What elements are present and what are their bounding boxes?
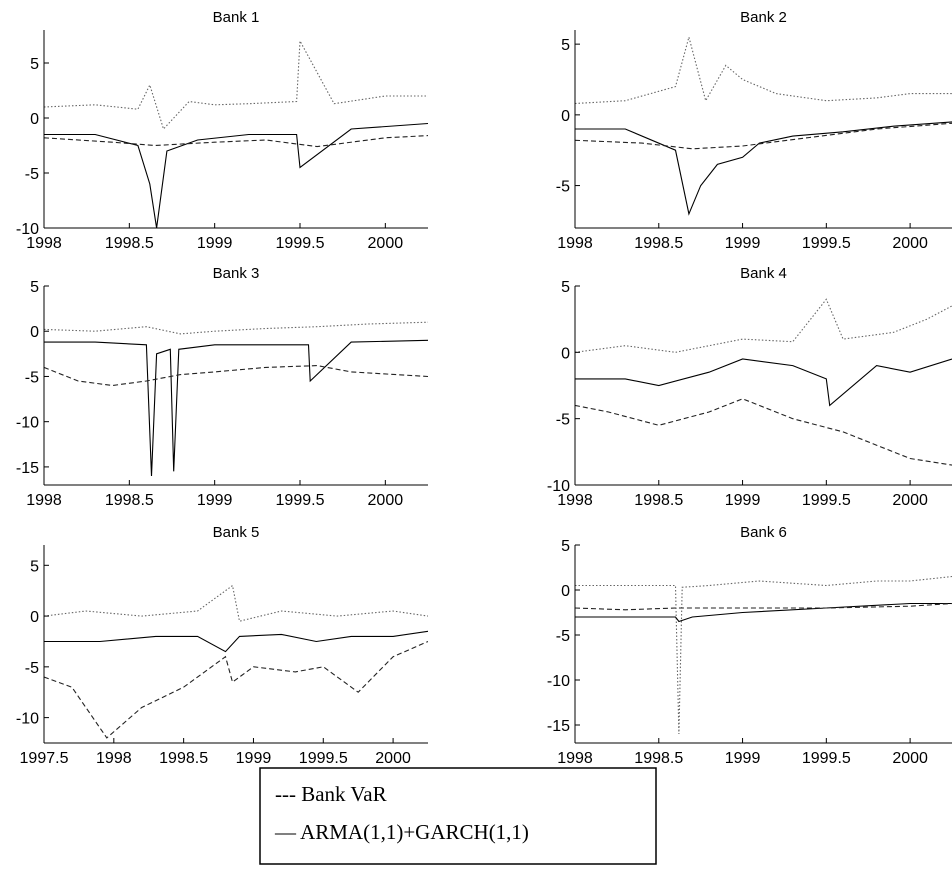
x-tick-label: 1998 — [557, 492, 593, 509]
y-tick-label: -10 — [547, 673, 570, 690]
legend: --- Bank VaR — ARMA(1,1)+GARCH(1,1) — [259, 767, 657, 865]
chart-panel-4: Bank 4 1998 1998.5 1999 1999.5 2000 5 0 -5 -10 — [547, 265, 952, 509]
series-line-dashed — [575, 122, 952, 150]
x-tick-label: 1998 — [557, 750, 593, 767]
x-tick-label: 1998.5 — [159, 750, 208, 767]
x-tick-label: 1999 — [725, 492, 761, 509]
x-tick-label: 1999 — [236, 750, 272, 767]
series-line-dotted — [44, 39, 428, 131]
x-tick-label: 1999.5 — [802, 492, 851, 509]
y-tick-label: -5 — [556, 628, 570, 645]
x-tick-label: 1999.5 — [802, 235, 851, 252]
y-tick-label: 5 — [561, 37, 570, 54]
series-line-dotted — [44, 321, 428, 335]
legend-entry-bank-var: --- Bank VaR — [275, 782, 387, 806]
x-tick-label: 1999.5 — [276, 492, 325, 509]
y-tick-label: -5 — [25, 369, 39, 386]
chart-title: Bank 1 — [213, 9, 260, 26]
series-line-dashed — [575, 602, 952, 611]
y-tick-label: -10 — [16, 711, 39, 728]
x-tick-label: 1999 — [197, 492, 233, 509]
series-line-dashed — [44, 135, 428, 148]
x-tick-label: 1998.5 — [105, 492, 154, 509]
y-tick-label: -10 — [16, 221, 39, 238]
series-line-dotted — [575, 34, 952, 105]
chart-title: Bank 4 — [740, 265, 787, 282]
x-tick-label: 1999 — [725, 235, 761, 252]
series-line-dashed — [44, 365, 428, 387]
y-tick-label: -10 — [547, 478, 570, 495]
series-line-dashed — [575, 398, 952, 466]
y-tick-label: 5 — [561, 538, 570, 555]
y-tick-label: 0 — [30, 111, 39, 128]
y-tick-label: 5 — [30, 56, 39, 73]
y-tick-label: -5 — [25, 660, 39, 677]
x-tick-label: 1998 — [26, 492, 62, 509]
x-tick-label: 1999.5 — [299, 750, 348, 767]
x-tick-label: 2000 — [375, 750, 411, 767]
x-tick-label: 2000 — [892, 235, 928, 252]
series-line-dotted — [575, 575, 952, 735]
chart-title: Bank 5 — [213, 524, 260, 541]
y-tick-label: -10 — [16, 415, 39, 432]
series-line-solid — [575, 121, 952, 216]
y-tick-label: 0 — [561, 583, 570, 600]
x-tick-label: 1998.5 — [634, 235, 683, 252]
series-line-solid — [575, 602, 952, 623]
x-tick-label: 1998.5 — [105, 235, 154, 252]
chart-panel-5: Bank 5 1997.5 1998 1998.5 1999 1999.5 2000 5 0 -5… — [16, 524, 428, 767]
y-tick-label: -5 — [556, 179, 570, 196]
chart-panel-6: Bank 6 1998 1998.5 1999 1999.5 2000 5 0 -5 -10 -15 — [547, 524, 952, 767]
y-tick-label: -5 — [556, 412, 570, 429]
x-tick-label: 1997.5 — [20, 750, 69, 767]
series-line-solid — [44, 122, 428, 228]
y-tick-label: 5 — [561, 279, 570, 296]
series-line-dotted — [44, 584, 428, 622]
chart-panel-3: Bank 3 1998 1998.5 1999 1999.5 2000 5 0 -5 -10 -15 — [16, 265, 428, 509]
series-line-dashed — [44, 640, 428, 739]
x-tick-label: 1998 — [557, 235, 593, 252]
x-tick-label: 1998.5 — [634, 492, 683, 509]
x-tick-label: 1999.5 — [276, 235, 325, 252]
y-tick-label: -15 — [547, 718, 570, 735]
chart-title: Bank 3 — [213, 265, 260, 282]
x-tick-label: 1999 — [725, 750, 761, 767]
series-line-dotted — [575, 298, 952, 353]
y-tick-label: 0 — [30, 324, 39, 341]
series-line-solid — [44, 339, 428, 477]
y-tick-label: 5 — [30, 558, 39, 575]
x-tick-label: 1999.5 — [802, 750, 851, 767]
x-tick-label: 1998 — [26, 235, 62, 252]
x-tick-label: 2000 — [892, 492, 928, 509]
chart-title: Bank 2 — [740, 9, 787, 26]
legend-entry-arma-garch: — ARMA(1,1)+GARCH(1,1) — [274, 820, 529, 844]
chart-title: Bank 6 — [740, 524, 787, 541]
x-tick-label: 1998 — [96, 750, 132, 767]
y-tick-label: 0 — [561, 108, 570, 125]
y-tick-label: 0 — [30, 609, 39, 626]
series-line-solid — [44, 630, 428, 653]
x-tick-label: 2000 — [368, 235, 404, 252]
x-tick-label: 1999 — [197, 235, 233, 252]
y-tick-label: -15 — [16, 460, 39, 477]
y-tick-label: 0 — [561, 345, 570, 362]
x-tick-label: 1998.5 — [634, 750, 683, 767]
series-line-solid — [575, 358, 952, 407]
y-tick-label: -5 — [25, 166, 39, 183]
x-tick-label: 2000 — [368, 492, 404, 509]
x-tick-label: 2000 — [892, 750, 928, 767]
y-tick-label: 5 — [30, 279, 39, 296]
legend-box — [259, 767, 657, 865]
chart-panel-1: Bank 1 1998 1998.5 1999 1999.5 2000 5 0 -5 -10 — [16, 9, 428, 252]
chart-panel-2: Bank 2 1998 1998.5 1999 1999.5 2000 5 0 -5 — [556, 9, 952, 252]
